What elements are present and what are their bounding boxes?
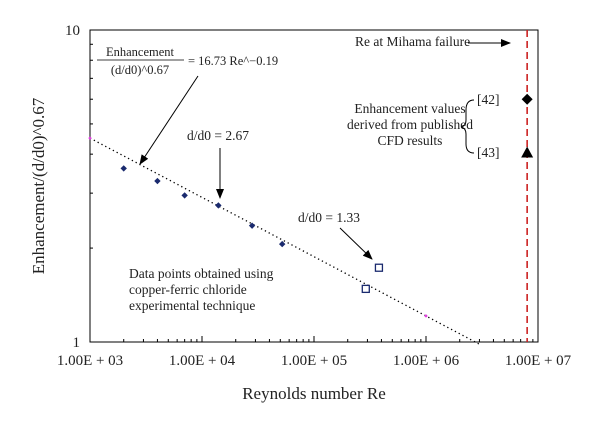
- diamond-point: [278, 240, 286, 248]
- x-tick-label-1e4: 1.00E + 04: [169, 353, 236, 369]
- d133-label: d/d0 = 1.33: [298, 210, 360, 225]
- d133-arrow: [339, 227, 373, 260]
- square-point: [374, 263, 384, 272]
- diamond-point: [215, 202, 222, 209]
- data-note-line-3: experimental technique: [129, 298, 255, 313]
- equation-numerator: Enhancement: [106, 45, 175, 59]
- square-point: [361, 284, 370, 294]
- triangle-point: [521, 146, 534, 158]
- cfd-brace: [460, 99, 475, 154]
- diamond-point: [120, 165, 127, 172]
- fit-line-group: [88, 136, 480, 345]
- d267-label: d/d0 = 2.67: [187, 128, 249, 143]
- ref-43-label: [43]: [477, 145, 500, 160]
- data-note-line-1: Data points obtained using: [129, 266, 274, 281]
- y-tick-label-1: 1: [73, 335, 81, 351]
- ref-42-label: [42]: [477, 92, 500, 107]
- data-note: Data points obtained using copper-ferric…: [129, 266, 274, 313]
- diamond-point: [181, 192, 188, 199]
- x-tick-label-1e6: 1.00E + 06: [393, 353, 460, 369]
- y-axis-label: Enhancement/(d/d0)^0.67: [29, 97, 48, 274]
- mihama-label: Re at Mihama failure: [355, 34, 470, 49]
- x-tick-label-1e7: 1.00E + 07: [505, 353, 572, 369]
- x-tick-labels: 1.00E + 03 1.00E + 04 1.00E + 05 1.00E +…: [57, 353, 572, 369]
- axis-ticks: [89, 29, 539, 343]
- diamond-point: [154, 177, 161, 185]
- equation-denominator: (d/d0)^0.67: [111, 63, 169, 77]
- data-points: [120, 93, 534, 294]
- diamond-point: [521, 93, 533, 105]
- x-axis-label: Reynolds number Re: [242, 384, 386, 403]
- fit-line-marker: [424, 314, 428, 318]
- fit-line: [89, 137, 480, 345]
- cfd-line-3: CFD results: [378, 133, 443, 148]
- x-tick-label-1e3: 1.00E + 03: [57, 353, 123, 369]
- data-note-line-2: copper-ferric chloride: [129, 282, 247, 297]
- x-tick-label-1e5: 1.00E + 05: [281, 353, 347, 369]
- fit-equation: Enhancement (d/d0)^0.67 = 16.73 Re^−0.19: [97, 45, 278, 77]
- y-tick-label-10: 10: [65, 23, 80, 39]
- cfd-line-2: derived from published: [347, 117, 473, 132]
- cfd-line-1: Enhancement values: [354, 101, 465, 116]
- diamond-point: [248, 222, 256, 229]
- cfd-note: Enhancement values derived from publishe…: [347, 92, 499, 160]
- equation-arrow: [139, 75, 199, 165]
- fit-line-marker: [88, 136, 92, 140]
- equation-rhs: = 16.73 Re^−0.19: [188, 54, 278, 68]
